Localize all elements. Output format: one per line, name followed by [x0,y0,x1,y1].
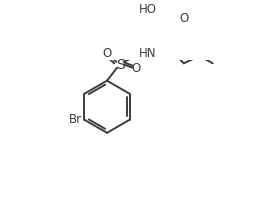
Text: O: O [102,47,112,60]
Text: O: O [179,12,188,25]
Text: O: O [131,62,141,75]
Text: HN: HN [139,47,156,60]
Text: S: S [116,58,124,72]
Text: HO: HO [139,3,157,16]
Text: Br: Br [69,113,82,126]
